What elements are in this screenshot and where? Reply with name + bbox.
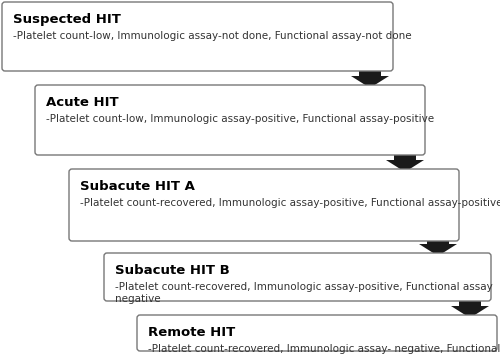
Polygon shape [394, 152, 416, 160]
Text: Suspected HIT: Suspected HIT [13, 13, 121, 26]
Text: -Platelet count-low, Immunologic assay-positive, Functional assay-positive: -Platelet count-low, Immunologic assay-p… [46, 114, 434, 124]
FancyBboxPatch shape [69, 169, 459, 241]
FancyBboxPatch shape [137, 315, 497, 351]
Text: Acute HIT: Acute HIT [46, 96, 118, 109]
Text: Remote HIT: Remote HIT [148, 326, 236, 339]
Text: -Platelet count-recovered, Immunologic assay- negative, Functional assay
negativ: -Platelet count-recovered, Immunologic a… [148, 344, 500, 354]
Polygon shape [459, 298, 481, 306]
Polygon shape [451, 306, 489, 318]
Text: Subacute HIT B: Subacute HIT B [115, 264, 230, 277]
Polygon shape [359, 68, 381, 76]
Polygon shape [386, 160, 424, 172]
Polygon shape [419, 244, 457, 256]
Polygon shape [351, 76, 389, 88]
FancyBboxPatch shape [35, 85, 425, 155]
FancyBboxPatch shape [2, 2, 393, 71]
Text: -Platelet count-low, Immunologic assay-not done, Functional assay-not done: -Platelet count-low, Immunologic assay-n… [13, 31, 411, 41]
Text: Subacute HIT A: Subacute HIT A [80, 180, 195, 193]
Polygon shape [427, 238, 449, 244]
Text: -Platelet count-recovered, Immunologic assay-positive, Functional assay-positive: -Platelet count-recovered, Immunologic a… [80, 198, 500, 208]
Text: -Platelet count-recovered, Immunologic assay-positive, Functional assay
negative: -Platelet count-recovered, Immunologic a… [115, 282, 493, 304]
FancyBboxPatch shape [104, 253, 491, 301]
